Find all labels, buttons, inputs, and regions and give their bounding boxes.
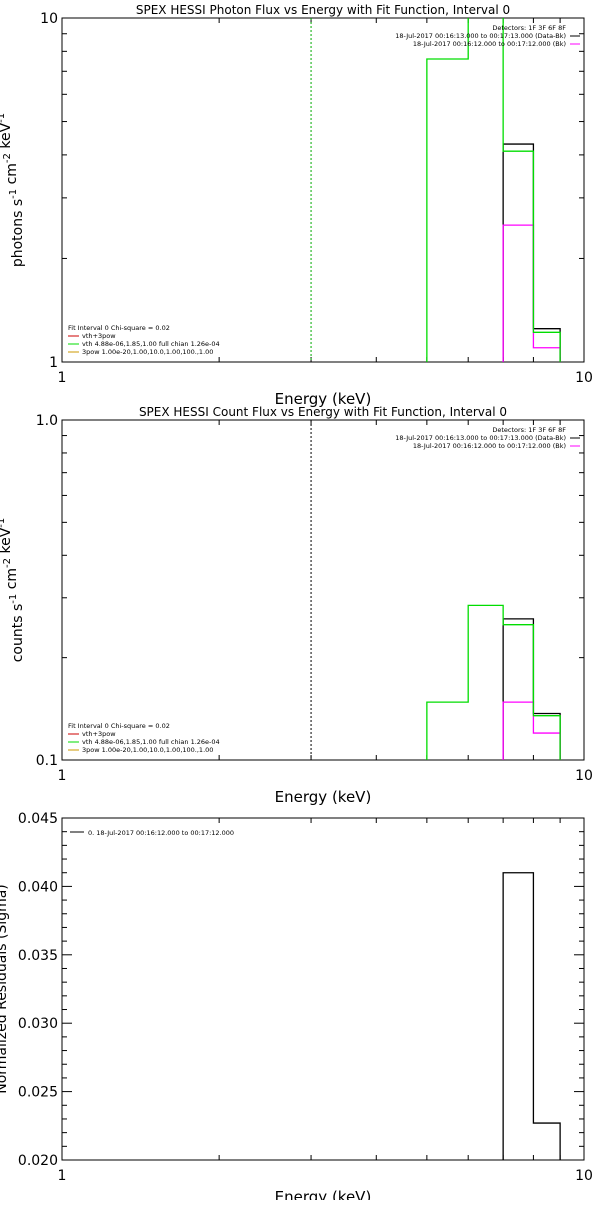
legend-entry: 18-Jul-2017 00:16:12.000 to 00:17:12.000… [413,442,566,450]
fit-info-line: vth+3pow [82,730,116,738]
y-tick-label: 0.045 [18,811,58,827]
y-tick-label: 0.040 [18,879,58,895]
chart-title: SPEX HESSI Photon Flux vs Energy with Fi… [136,3,510,17]
series-fit [426,604,561,760]
fit-info-line: vth 4.88e-06,1.85,1.00 full chian 1.26e-… [82,738,220,746]
x-tick-label: 10 [575,1168,593,1184]
axis-label-y: counts s-1 cm-2 keV-1 [0,518,26,663]
series-background [502,701,561,760]
fit-info-line: vth+3pow [82,332,116,340]
legend-entry: Detectors: 1F 3F 6F 8F [492,24,566,32]
series-data [502,143,561,362]
x-tick-label: 1 [58,370,67,386]
plot-frame [61,17,585,363]
series-fit [426,18,561,362]
fit-info-line: 3pow 1.00e-20,1.00,10.0,1.00,100.,1.00 [82,746,213,754]
plot-frame [61,419,585,761]
x-tick-label: 10 [575,370,593,386]
legend-entry: 18-Jul-2017 00:16:13.000 to 00:17:13.000… [395,32,566,40]
chart-panel-2: SPEX HESSI Count Flux vs Energy with Fit… [0,405,593,806]
y-tick-label: 0.025 [18,1085,58,1101]
y-tick-label: 10 [40,11,58,27]
legend-entry: 18-Jul-2017 00:16:12.000 to 00:17:12.000… [413,40,566,48]
axis-label-x: Energy (keV) [275,390,372,408]
chart-panel-1: SPEX HESSI Photon Flux vs Energy with Fi… [0,3,593,408]
legend-entry: 18-Jul-2017 00:16:13.000 to 00:17:13.000… [395,434,566,442]
chart-panel-3: 1 10 Energy (keV) 0.020 0.025 0.030 0.035 0.040… [0,811,593,1205]
axis-label-x: Energy (keV) [275,788,372,806]
legend-entry: 0. 18-Jul-2017 00:16:12.000 to 00:17:12.… [88,829,234,837]
y-tick-label: 1 [49,355,58,371]
y-tick-label: 0.035 [18,948,58,964]
series-residual [502,872,561,1160]
y-tick-label: 0.1 [36,753,58,769]
axis-label-y: photons s-1 cm-2 keV-1 [0,113,26,267]
x-tick-label: 1 [58,1168,67,1184]
chart-title: SPEX HESSI Count Flux vs Energy with Fit… [139,405,507,419]
axis-label-y: Normalized Residuals (Sigma) [0,884,10,1094]
y-tick-label: 1.0 [36,413,58,429]
plot-frame [61,817,585,1161]
series-background [502,224,561,362]
x-tick-label: 1 [58,768,67,784]
y-tick-label: 0.020 [18,1153,58,1169]
fit-info-line: Fit Interval 0 Chi-square = 0.02 [68,722,170,730]
fit-info-line: 3pow 1.00e-20,1.00,10.0,1.00,100.,1.00 [82,348,213,356]
fit-info-line: Fit Interval 0 Chi-square = 0.02 [68,324,170,332]
x-tick-label: 10 [575,768,593,784]
series-data [502,618,561,760]
axis-label-x: Energy (keV) [275,1188,372,1200]
fit-info-line: vth 4.88e-06,1.85,1.00 full chian 1.26e-… [82,340,220,348]
legend-entry: Detectors: 1F 3F 6F 8F [492,426,566,434]
y-tick-label: 0.030 [18,1016,58,1032]
